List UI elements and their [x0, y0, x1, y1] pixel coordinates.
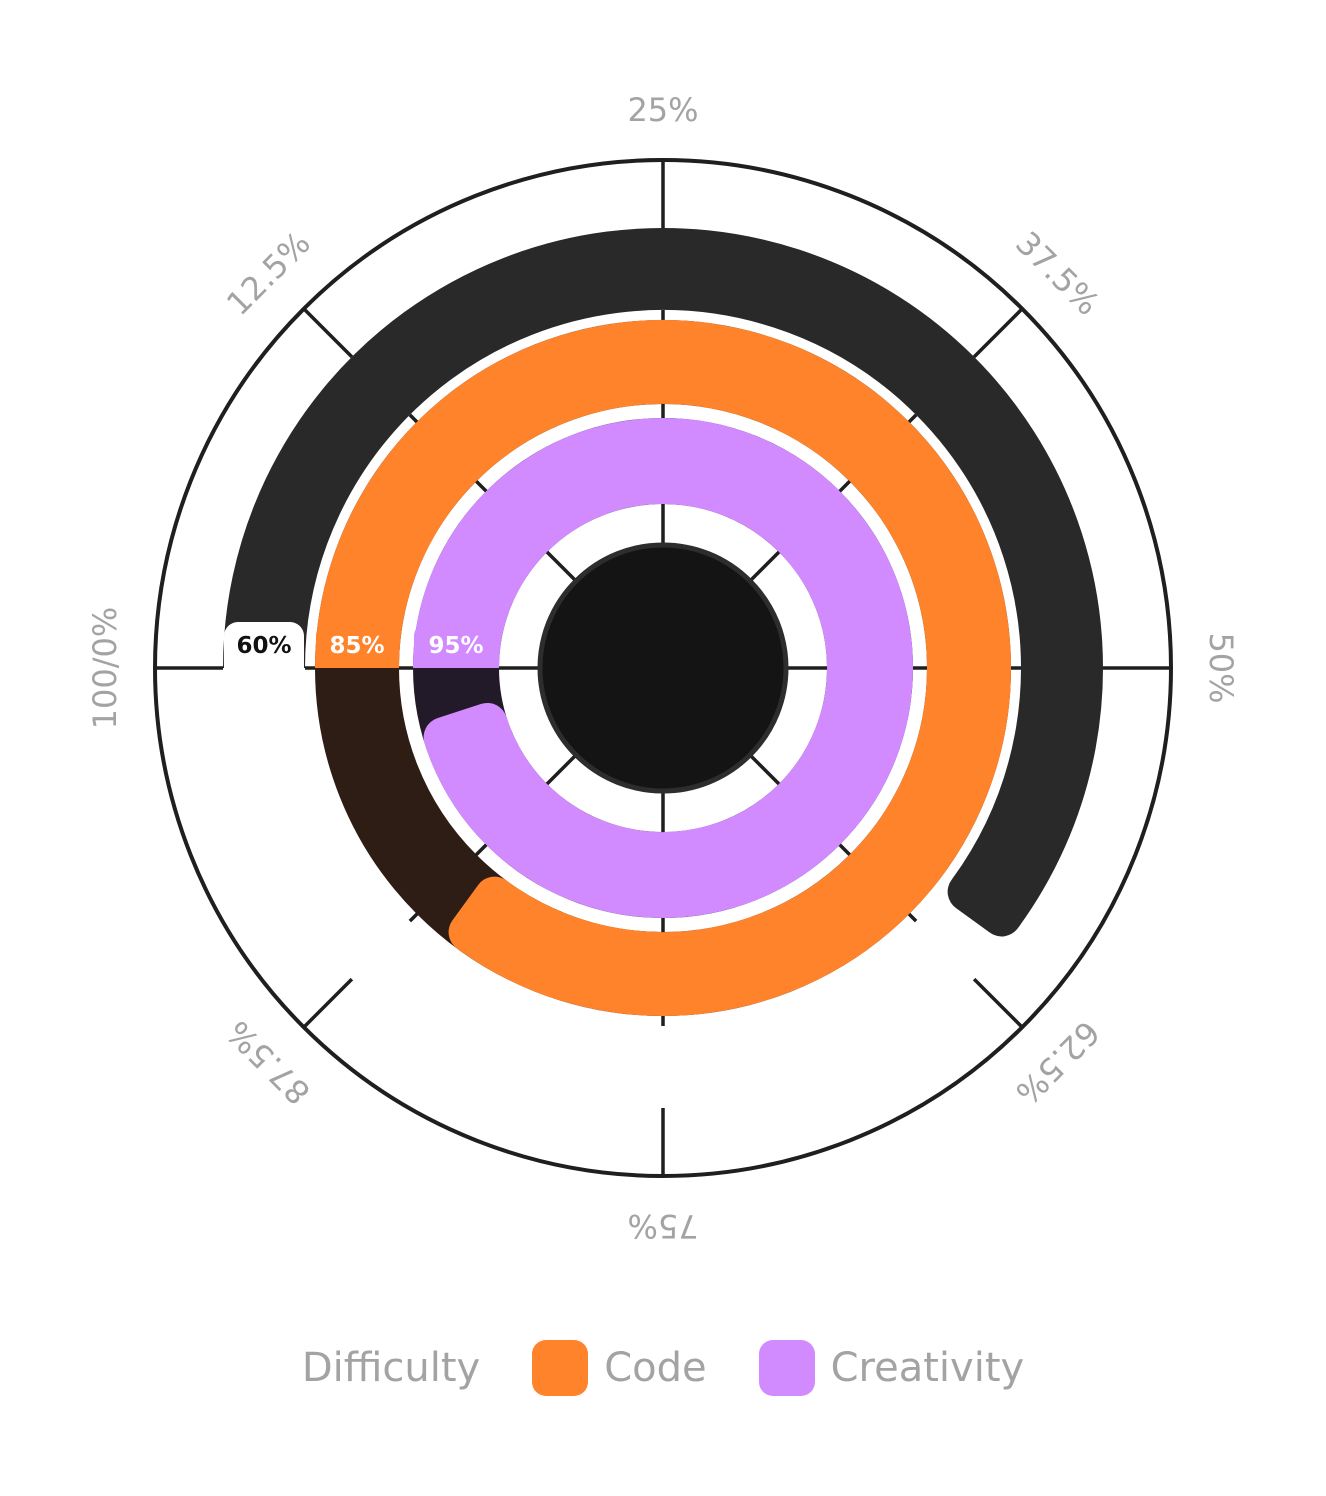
- chart-bars: 60% 85% 95%: [223, 228, 1103, 1016]
- tick-label: 25%: [627, 91, 698, 129]
- bar-end-creativity: [423, 702, 509, 761]
- legend-swatch: [532, 1340, 589, 1396]
- legend-item-creativity: Creativity: [758, 1340, 1025, 1396]
- legend-label: Difficulty: [301, 1345, 481, 1391]
- value-label-difficulty: 60%: [236, 633, 291, 659]
- legend-item-difficulty: Difficulty: [302, 1345, 480, 1391]
- legend-item-code: Code: [532, 1340, 707, 1396]
- center-hub: [537, 542, 789, 794]
- tick-label: 100/0%: [86, 607, 124, 730]
- legend-label: Code: [604, 1345, 707, 1391]
- value-label-creativity: 95%: [428, 633, 483, 659]
- bar-creativity: [413, 418, 913, 918]
- bar-code: [315, 320, 1011, 1016]
- tick-label: 75%: [627, 1207, 698, 1245]
- bar-difficulty: [223, 228, 1103, 927]
- legend-swatch: [758, 1340, 815, 1396]
- value-label-code: 85%: [329, 633, 384, 659]
- radial-bar-chart: 60% 85% 95% 25%37.5%50%62.5%75%87.5%100/0%…: [86, 91, 1240, 1245]
- legend-label: Creativity: [830, 1345, 1025, 1391]
- tick-label: 50%: [1202, 632, 1240, 703]
- bar-end-code: [448, 876, 518, 955]
- bar-end-difficulty: [947, 868, 1024, 937]
- chart-legend: Difficulty Code Creativity: [0, 1336, 1326, 1400]
